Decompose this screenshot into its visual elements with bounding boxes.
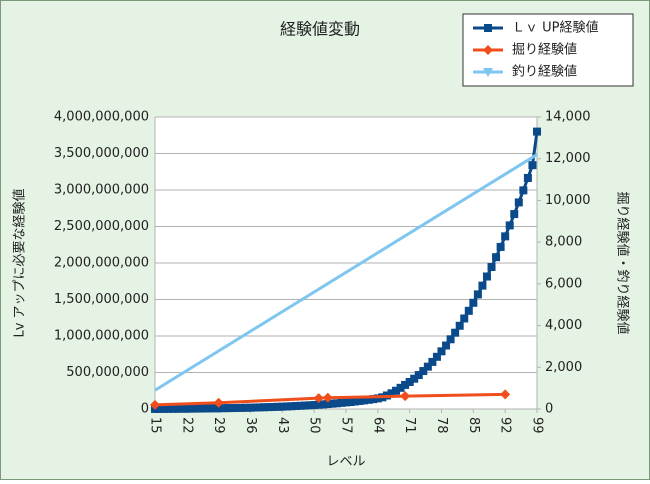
y-tick-label: 3,500,000,000 (54, 146, 149, 161)
marker (313, 393, 324, 404)
marker (523, 173, 532, 182)
chart-title: 経験値変動 (280, 20, 360, 39)
y-tick-label: 500,000,000 (66, 365, 149, 380)
x-tick-label: 22 (179, 417, 194, 434)
marker (519, 186, 528, 195)
legend-marker (484, 24, 492, 32)
marker (510, 210, 519, 219)
marker (482, 272, 491, 281)
x-tick-label: 64 (370, 417, 385, 434)
marker (442, 341, 451, 350)
series-line (154, 153, 538, 392)
y2-axis-label: 掘り経験値・釣り経験値 (615, 191, 631, 334)
legend-label: 釣り経験値 (512, 64, 577, 80)
x-tick-label: 43 (275, 417, 290, 434)
marker (451, 328, 460, 337)
y-tick-label: 3,000,000,000 (54, 183, 149, 198)
marker (487, 263, 496, 272)
marker (501, 232, 510, 241)
marker (492, 253, 501, 262)
y-tick-label: 2,500,000,000 (54, 219, 149, 234)
legend-label: 掘り経験値 (512, 42, 577, 58)
y2-tick-label: 6,000 (545, 276, 582, 291)
y2-tick-label: 2,000 (545, 360, 582, 375)
x-axis-label: レベル (326, 455, 365, 470)
marker (469, 298, 478, 307)
legend-label: Ｌｖ UP経験値 (512, 20, 599, 36)
y-tick-label: 1,500,000,000 (54, 292, 149, 307)
y2-tick-label: 8,000 (545, 235, 582, 250)
marker (213, 397, 224, 408)
marker (496, 242, 505, 251)
x-tick-label: 71 (402, 417, 417, 434)
y-tick-label: 2,000,000,000 (54, 256, 149, 271)
marker (460, 314, 469, 323)
x-tick-label: 36 (243, 417, 258, 434)
x-tick-label: 15 (148, 417, 163, 434)
marker (400, 391, 411, 402)
marker (528, 161, 537, 170)
y-tick-label: 4,000,000,000 (54, 110, 149, 125)
y2-tick-label: 14,000 (545, 110, 591, 125)
marker (533, 127, 541, 136)
y-tick-label: 0 (141, 402, 149, 417)
y2-tick-label: 12,000 (545, 151, 591, 166)
marker (514, 198, 523, 207)
y-axis-label: Lv アップに必要な経験値 (12, 188, 28, 337)
legend-marker (483, 45, 493, 55)
marker (473, 290, 482, 299)
x-tick-label: 99 (530, 417, 545, 434)
y2-tick-label: 4,000 (545, 318, 582, 333)
legend-marker (483, 68, 493, 77)
marker (322, 392, 333, 403)
marker (500, 389, 511, 400)
marker (478, 281, 487, 290)
marker (455, 321, 464, 330)
y2-tick-label: 0 (545, 402, 553, 417)
marker (150, 399, 160, 410)
x-tick-label: 29 (211, 417, 226, 434)
y-tick-label: 1,000,000,000 (54, 329, 149, 344)
x-tick-label: 85 (466, 417, 481, 434)
x-tick-label: 92 (498, 417, 513, 434)
marker (464, 306, 473, 315)
y2-tick-label: 10,000 (545, 193, 591, 208)
marker (505, 221, 514, 230)
marker (446, 335, 455, 344)
x-tick-label: 57 (339, 417, 354, 434)
x-tick-label: 50 (307, 417, 322, 434)
x-tick-label: 78 (434, 417, 449, 434)
